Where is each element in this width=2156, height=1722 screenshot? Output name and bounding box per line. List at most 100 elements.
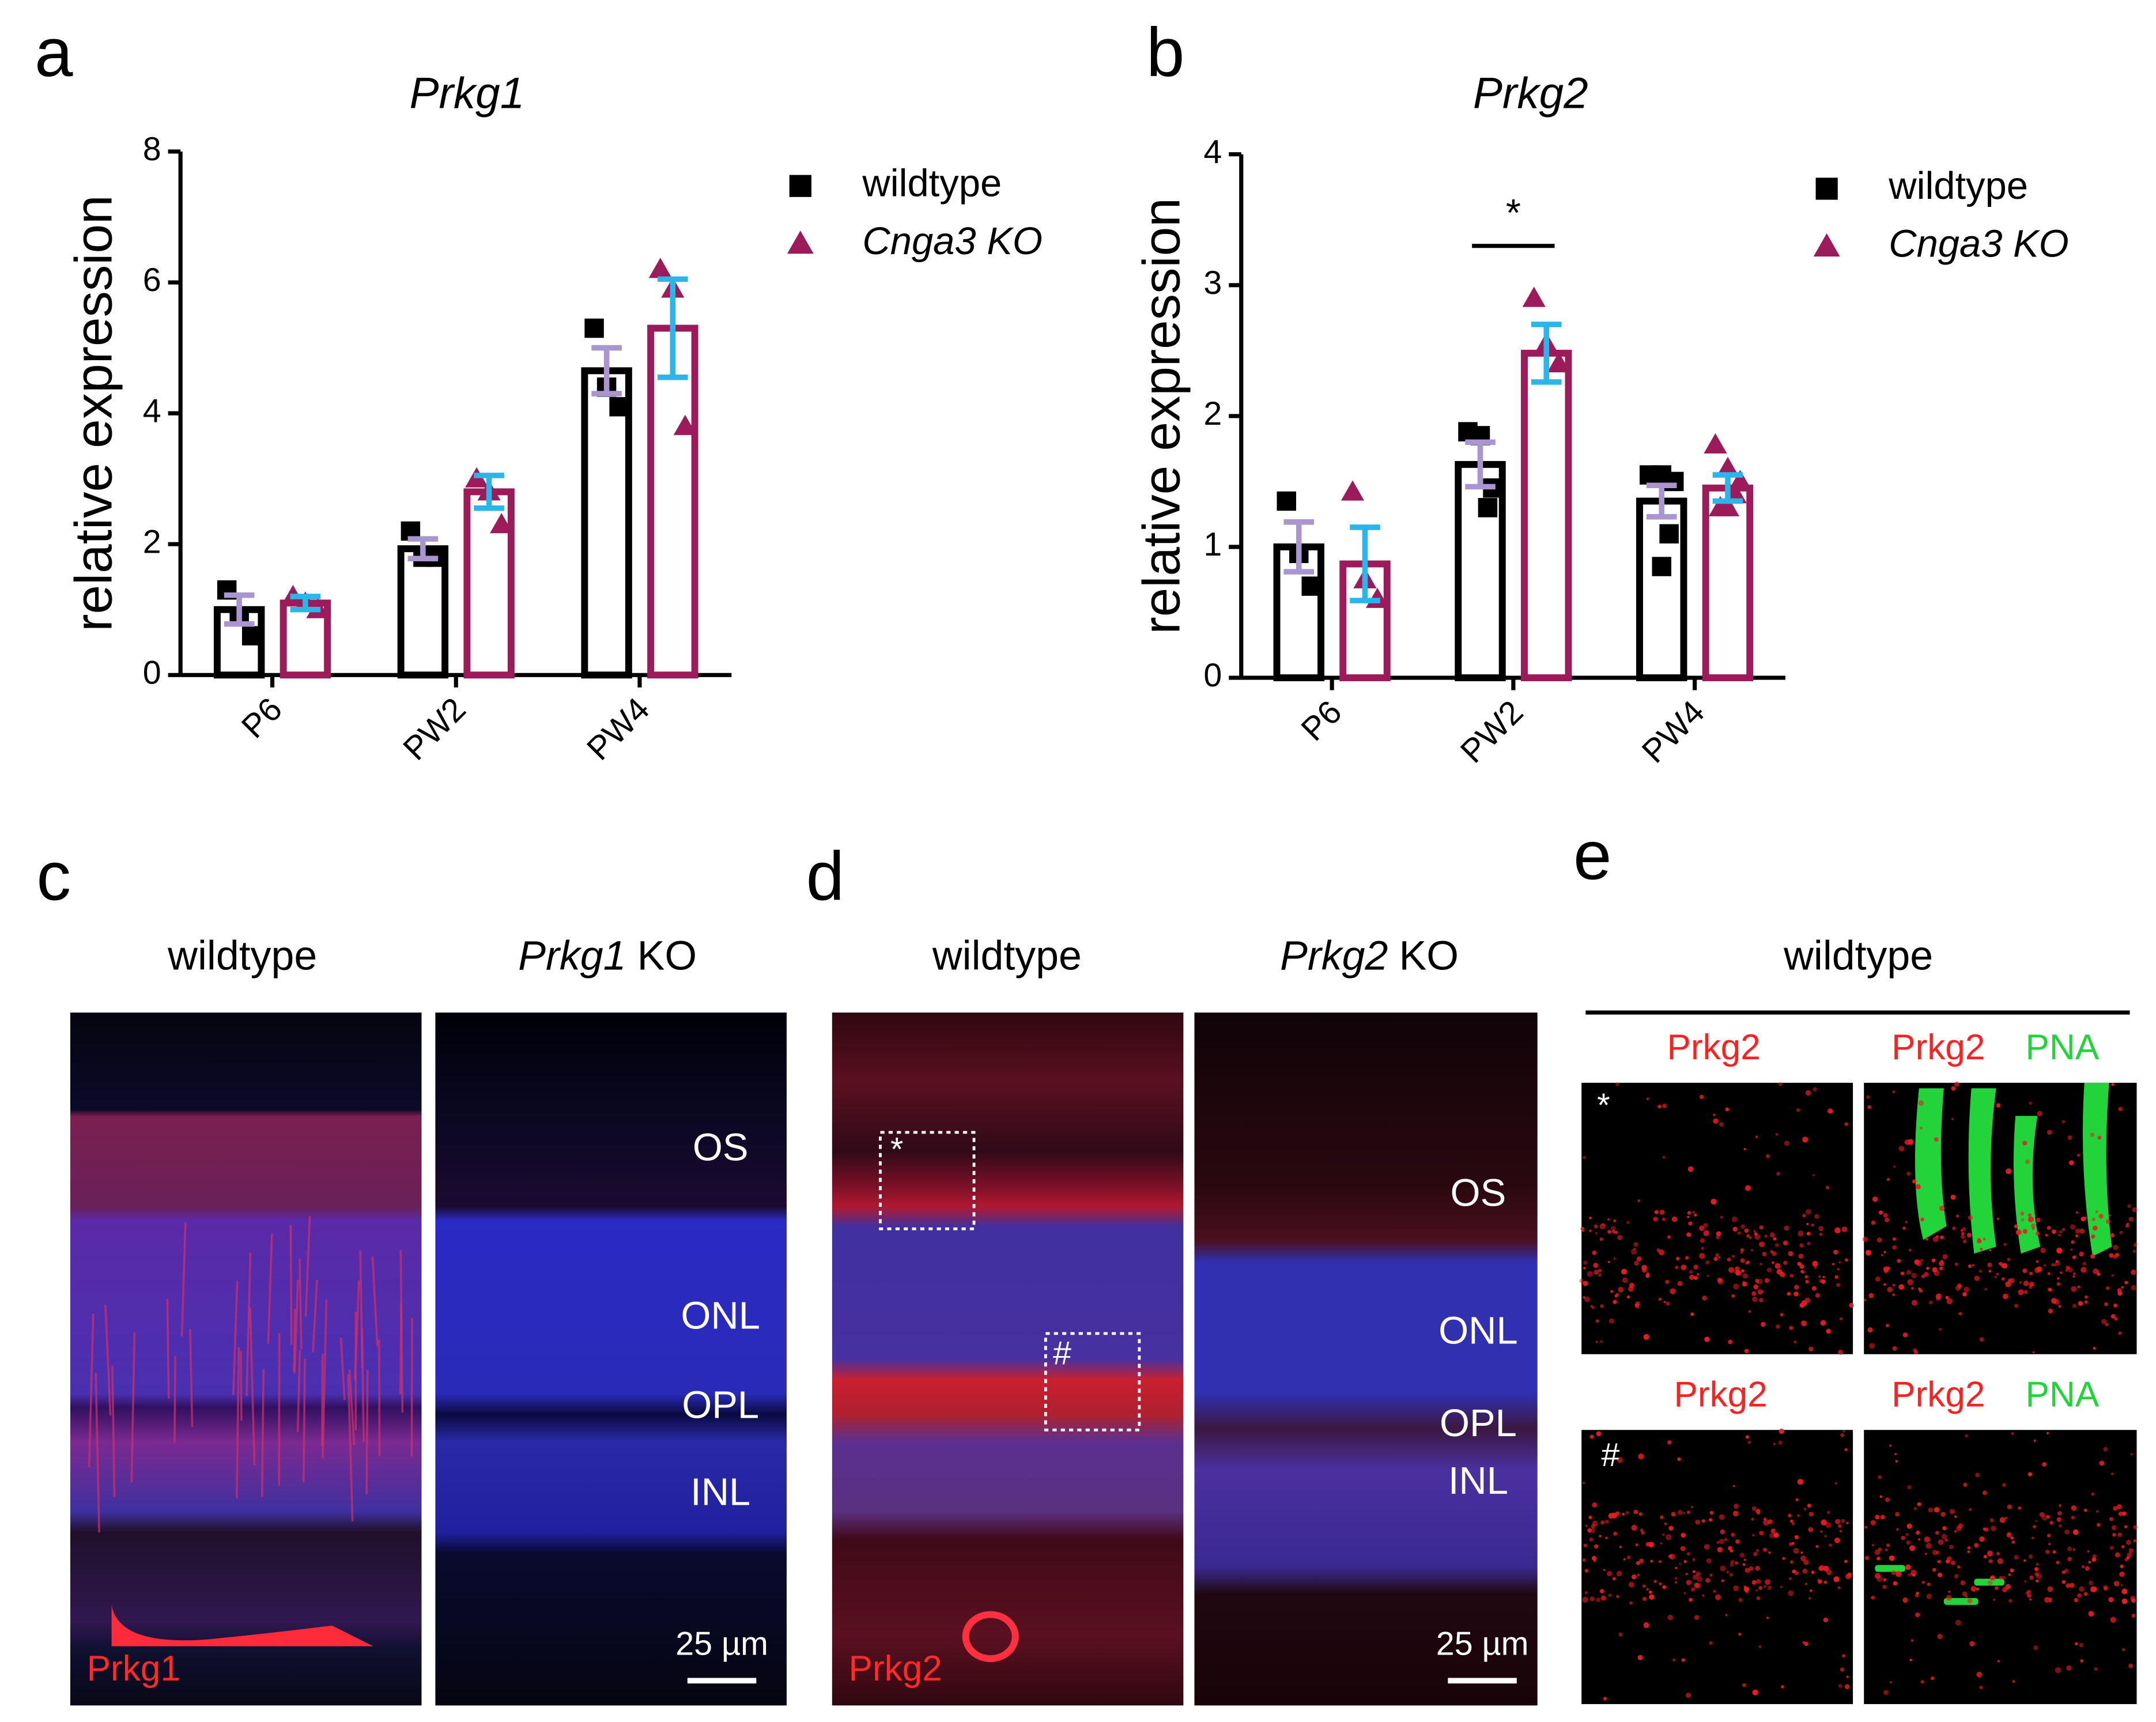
speckle [1908,1573,1912,1577]
speckle [1826,1569,1832,1576]
speckle [1905,1532,1909,1536]
speckle [1605,1536,1608,1539]
speckle [1667,1440,1672,1445]
speckle [2113,1244,2119,1251]
speckle [1584,1591,1588,1595]
speckle [1732,1226,1738,1232]
speckle [1617,1457,1623,1463]
speckle [1779,1429,1784,1434]
speckle [2104,1302,2108,1306]
stain-streak [293,1279,299,1374]
speckle [2079,1642,2084,1648]
speckle [1731,1294,1735,1298]
data-point [1716,456,1740,477]
speckle [1913,1507,1917,1510]
speckle [1795,1571,1799,1576]
speckle [1924,1553,1927,1555]
speckle [2110,1617,2116,1623]
speckle [1670,1288,1676,1294]
speckle [2046,1432,2049,1434]
speckle [1907,1279,1913,1286]
scale-label: 25 µm [675,1626,768,1663]
speckle [2058,1524,2063,1528]
speckle [1875,1276,1881,1282]
speckle [2074,1598,2079,1603]
stain-streak [88,1313,95,1468]
speckle [1701,1519,1705,1523]
speckle [1589,1538,1594,1542]
speckle [1703,1223,1708,1228]
speckle [1904,1139,1910,1145]
speckle [1871,1543,1875,1547]
speckle [1732,1485,1735,1487]
speckle [1685,1256,1688,1260]
speckle [1807,1241,1811,1245]
speckle [1838,1524,1842,1528]
speckle [1883,1283,1886,1286]
chart-title: Prkg2 [1473,69,1588,118]
speckle [1954,1530,1957,1533]
speckle [1696,1572,1701,1577]
speckle [2064,1568,2069,1573]
speckle [1593,1263,1599,1268]
speckle [1629,1601,1633,1605]
y-tick-label: 4 [1203,134,1222,171]
speckle [1793,1291,1799,1297]
speckle [1646,1588,1649,1591]
speckle [2082,1262,2087,1266]
speckle [2094,1667,2098,1671]
speckle [2041,1515,2048,1521]
speckle [2109,1546,2114,1550]
speckle [1944,1538,1949,1542]
gene: Prkg1 [518,933,626,979]
speckle [1579,1278,1584,1283]
speckle [2113,1506,2118,1511]
speckle [1805,1209,1811,1215]
speckle [1978,1270,1983,1273]
speckle [2023,1559,2026,1562]
speckle [2029,1598,2032,1601]
speckle [1883,1251,1886,1253]
speckle [1800,1270,1804,1274]
speckle [2117,1291,2123,1296]
speckle [2091,1218,2095,1221]
speckle [2095,1210,2098,1213]
layer-label: INL [690,1470,750,1513]
speckle [2022,1268,2027,1274]
speckle [1692,1211,1696,1214]
speckle [1674,1581,1678,1584]
speckle [1979,1686,1983,1690]
speckle [1734,1504,1739,1509]
speckle [1966,1233,1972,1238]
speckle [1646,1097,1649,1101]
speckle [2014,1555,2019,1560]
speckle [1957,1565,1961,1569]
speckle [1744,1349,1749,1354]
speckle [1825,1185,1830,1190]
speckle [1762,1252,1767,1256]
micrograph [70,1012,422,1706]
speckle [1659,1582,1662,1585]
speckle [2075,1211,2079,1214]
speckle [1989,1249,1992,1252]
speckle [1615,1595,1619,1599]
speckle [2083,1592,2088,1596]
speckle [2029,1271,2033,1275]
speckle [2025,1159,2030,1165]
speckle [1820,1530,1823,1533]
significance-label: * [1506,191,1521,235]
speckle [1607,1570,1613,1577]
speckle [2036,1260,2039,1263]
speckle [1687,1215,1690,1218]
speckle [1591,1555,1597,1561]
speckle [2127,1552,2132,1558]
speckle [1840,1433,1845,1437]
speckle [2091,1234,2095,1239]
speckle [1604,1519,1609,1524]
speckle [1839,1317,1843,1321]
speckle [1738,1598,1743,1602]
speckle [1583,1260,1588,1265]
speckle [2023,1281,2029,1286]
column-title: Prkg1 KO [518,933,697,979]
speckle [2131,1614,2136,1618]
